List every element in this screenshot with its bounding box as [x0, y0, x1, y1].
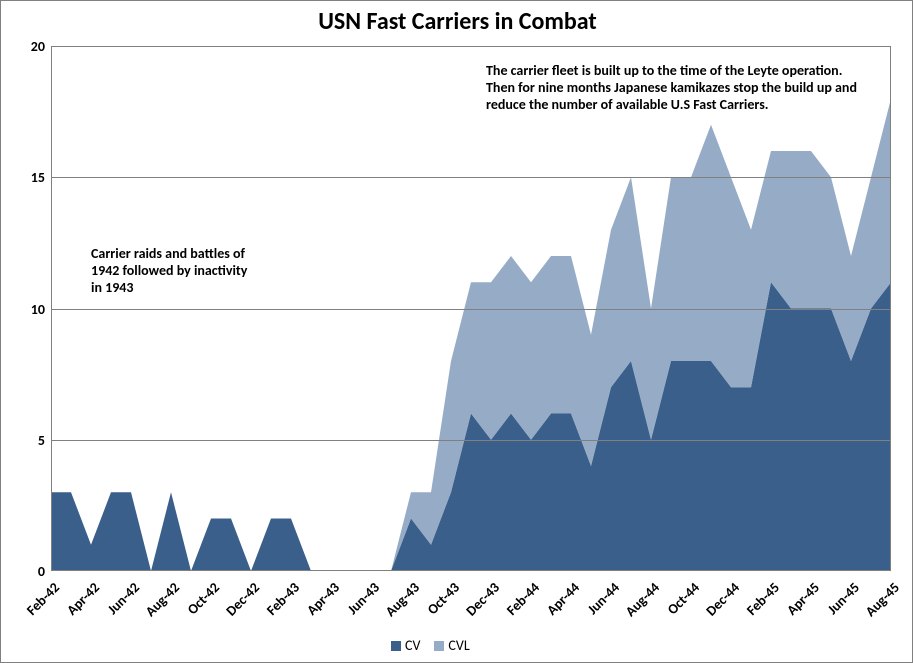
x-tick-label: Dec-43	[463, 579, 503, 619]
x-tick-label: Aug-42	[142, 579, 183, 620]
legend-label: CV	[405, 637, 420, 654]
plot-area	[51, 46, 891, 571]
legend-item: CVL	[434, 637, 469, 654]
y-tick-label: 10	[15, 301, 45, 318]
y-tick-label: 15	[15, 169, 45, 186]
x-tick-label: Dec-44	[703, 579, 743, 619]
gridline	[51, 440, 891, 441]
x-tick-label: Oct-42	[184, 579, 223, 618]
y-tick-label: 20	[15, 38, 45, 55]
legend-swatch	[434, 641, 444, 651]
x-tick-label: Jun-44	[584, 579, 623, 618]
x-tick-label: Dec-42	[223, 579, 263, 619]
annotation: Carrier raids and battles of 1942 follow…	[91, 246, 251, 296]
chart-container: USN Fast Carriers in Combat CV CVL 0 5 10 15…	[0, 0, 913, 663]
x-tick-label: Feb-44	[503, 579, 543, 619]
gridline	[51, 177, 891, 178]
x-tick-label: Aug-44	[622, 579, 663, 620]
gridline	[51, 309, 891, 310]
x-tick-label: Apr-43	[303, 579, 343, 619]
legend-item: CV	[391, 637, 420, 654]
y-tick-label: 0	[15, 563, 45, 580]
x-tick-label: Oct-44	[664, 579, 703, 618]
annotation: The carrier fleet is built up to the tim…	[486, 63, 866, 113]
x-tick-label: Apr-45	[783, 579, 823, 619]
y-tick-label: 5	[15, 432, 45, 449]
x-tick-label: Feb-43	[263, 579, 303, 619]
x-tick-label: Jun-45	[824, 579, 863, 618]
x-tick-label: Feb-42	[23, 579, 63, 619]
legend-swatch	[391, 641, 401, 651]
x-tick-label: Apr-42	[63, 579, 103, 619]
x-tick-label: Apr-44	[543, 579, 583, 619]
legend: CV CVL	[391, 637, 470, 654]
x-tick-label: Oct-43	[424, 579, 463, 618]
legend-label: CVL	[448, 637, 469, 654]
x-tick-label: Feb-45	[743, 579, 783, 619]
x-tick-label: Jun-43	[344, 579, 383, 618]
chart-title: USN Fast Carriers in Combat	[1, 7, 913, 36]
x-tick-label: Aug-45	[862, 579, 903, 620]
x-tick-label: Aug-43	[382, 579, 423, 620]
x-tick-label: Jun-42	[104, 579, 143, 618]
